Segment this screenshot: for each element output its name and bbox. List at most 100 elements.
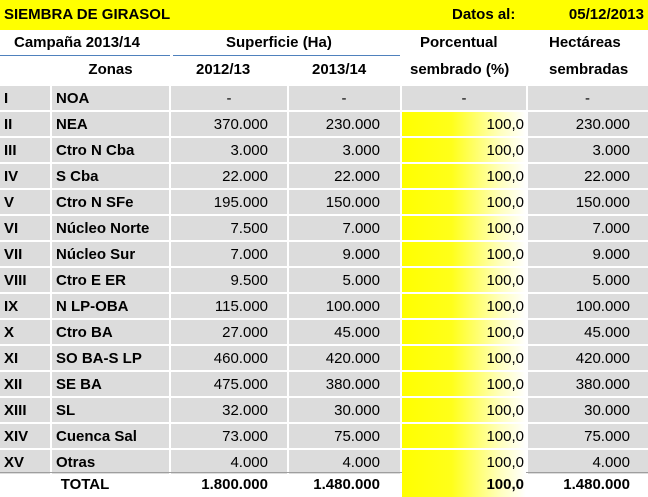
surface-2012-13: 7.500 — [230, 220, 268, 237]
zone-name: Núcleo Sur — [56, 246, 136, 263]
grid-separator — [287, 242, 289, 268]
surface-2012-13: 73.000 — [222, 428, 268, 445]
table-row: II NEA 370.000 230.000 100,0 230.000 — [0, 112, 648, 138]
row-divider — [0, 266, 648, 268]
grid-separator — [50, 450, 52, 476]
data-date: 05/12/2013 — [568, 6, 644, 23]
percent-sown: 100,0 — [402, 164, 526, 190]
zone-name: S Cba — [56, 168, 99, 185]
zone-name: Núcleo Norte — [56, 220, 150, 237]
hectares-sown: 5.000 — [592, 272, 630, 289]
table-row: III Ctro N Cba 3.000 3.000 100,0 3.000 — [0, 138, 648, 164]
table-row: XI SO BA-S LP 460.000 420.000 100,0 420.000 — [0, 346, 648, 372]
zone-number: VIII — [4, 272, 27, 289]
hectareas-header-2: sembradas — [549, 61, 629, 78]
surface-2012-13: 9.500 — [230, 272, 268, 289]
grid-separator — [169, 424, 171, 450]
total-b: 1.480.000 — [313, 476, 380, 493]
grid-separator — [287, 86, 289, 112]
grid-separator — [50, 346, 52, 372]
grid-separator — [287, 320, 289, 346]
hectares-sown: 100.000 — [575, 298, 630, 315]
table-row: X Ctro BA 27.000 45.000 100,0 45.000 — [0, 320, 648, 346]
surface-2013-14: - — [341, 90, 347, 107]
table-row: VII Núcleo Sur 7.000 9.000 100,0 9.000 — [0, 242, 648, 268]
year-a-header: 2012/13 — [196, 61, 251, 78]
hectares-sown: 420.000 — [575, 350, 630, 367]
table-row: VIII Ctro E ER 9.500 5.000 100,0 5.000 — [0, 268, 648, 294]
grid-separator — [400, 112, 402, 138]
surface-2012-13: 32.000 — [222, 402, 268, 419]
header-row-2: Zonas 2012/13 2013/14 sembrado (%) sembr… — [0, 56, 648, 86]
grid-separator — [400, 138, 402, 164]
row-divider — [0, 448, 648, 450]
total-a: 1.800.000 — [201, 476, 268, 493]
grid-separator — [50, 424, 52, 450]
grid-separator — [400, 294, 402, 320]
total-pct: 100,0 — [402, 472, 526, 497]
grid-separator — [169, 346, 171, 372]
grid-separator — [400, 450, 402, 476]
grid-separator — [400, 216, 402, 242]
grid-separator — [287, 216, 289, 242]
hectares-sown: 230.000 — [575, 116, 630, 133]
zone-number: VII — [4, 246, 23, 263]
table-row: VI Núcleo Norte 7.500 7.000 100,0 7.000 — [0, 216, 648, 242]
zone-name: SL — [56, 402, 76, 419]
year-b-header: 2013/14 — [312, 61, 367, 78]
zone-name: NEA — [56, 116, 88, 133]
row-divider — [0, 344, 648, 346]
grid-separator — [526, 424, 528, 450]
hectares-sown: 30.000 — [584, 402, 630, 419]
surface-2013-14: 22.000 — [334, 168, 380, 185]
campaign-header: Campaña 2013/14 — [14, 34, 140, 51]
zone-number: II — [4, 116, 13, 133]
percent-sown: 100,0 — [402, 346, 526, 372]
hectares-sown: - — [585, 90, 590, 107]
grid-separator — [526, 112, 528, 138]
grid-separator — [50, 164, 52, 190]
porcentual-header-2: sembrado (%) — [410, 61, 510, 78]
surface-2013-14: 75.000 — [334, 428, 380, 445]
grid-separator — [526, 138, 528, 164]
percent-sown: 100,0 — [402, 242, 526, 268]
grid-separator — [400, 320, 402, 346]
grid-separator — [50, 242, 52, 268]
table-row: IX N LP-OBA 115.000 100.000 100,0 100.000 — [0, 294, 648, 320]
surface-2012-13: - — [226, 90, 232, 107]
total-ha: 1.480.000 — [563, 476, 630, 493]
datos-label: Datos al: — [452, 6, 516, 23]
grid-separator — [400, 398, 402, 424]
zone-name: Otras — [56, 454, 96, 471]
grid-separator — [50, 398, 52, 424]
zone-name: Cuenca Sal — [56, 428, 137, 445]
surface-2013-14: 9.000 — [342, 246, 380, 263]
grid-separator — [526, 294, 528, 320]
grid-separator — [526, 450, 528, 476]
grid-separator — [169, 216, 171, 242]
surface-2012-13: 4.000 — [230, 454, 268, 471]
percent-sown: 100,0 — [402, 216, 526, 242]
surface-2012-13: 7.000 — [230, 246, 268, 263]
percent-sown: 100,0 — [402, 372, 526, 398]
grid-separator — [169, 164, 171, 190]
grid-separator — [287, 398, 289, 424]
percent-sown: 100,0 — [402, 450, 526, 476]
surface-2013-14: 420.000 — [325, 350, 380, 367]
hectareas-header: Hectáreas — [549, 34, 621, 51]
table-row: I NOA - - - - — [0, 86, 648, 112]
grid-separator — [50, 268, 52, 294]
grid-separator — [400, 268, 402, 294]
zone-name: Ctro E ER — [56, 272, 127, 289]
grid-separator — [526, 268, 528, 294]
grid-separator — [169, 268, 171, 294]
grid-separator — [50, 86, 52, 112]
grid-separator — [50, 138, 52, 164]
surface-2012-13: 27.000 — [222, 324, 268, 341]
grid-separator — [526, 372, 528, 398]
grid-separator — [400, 346, 402, 372]
surface-2013-14: 45.000 — [334, 324, 380, 341]
grid-separator — [169, 112, 171, 138]
total-divider — [0, 472, 648, 473]
